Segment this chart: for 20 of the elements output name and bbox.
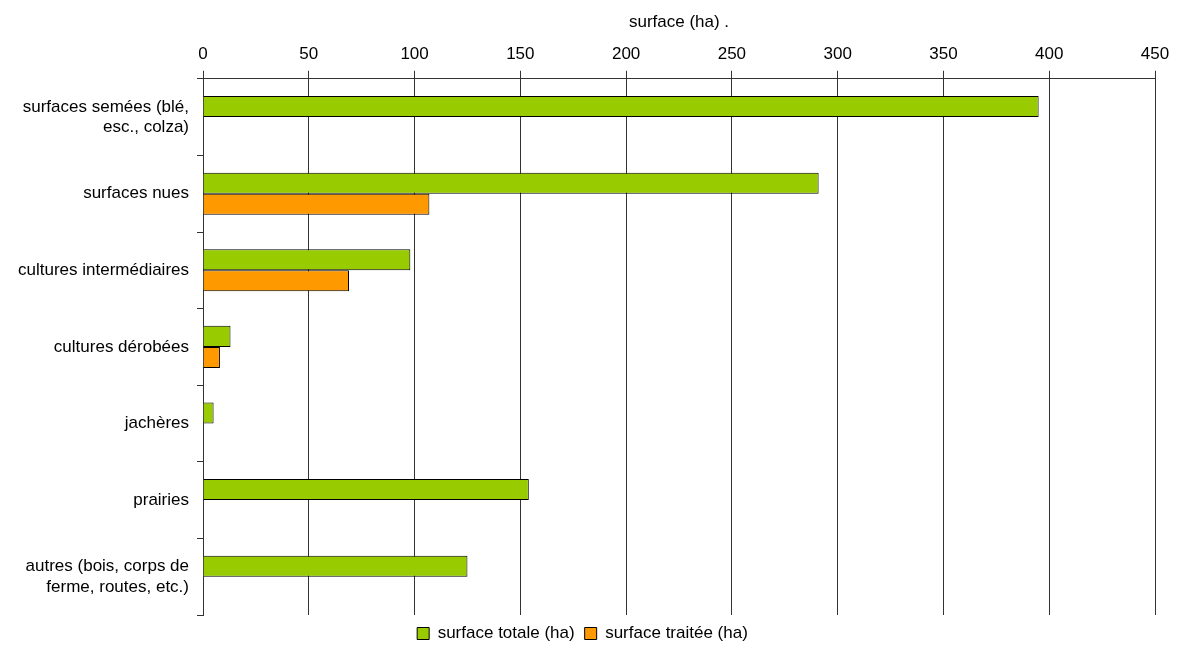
x-tick-label: 250 — [717, 44, 747, 64]
x-tick-label: 400 — [1035, 44, 1064, 64]
x-tick-label: 350 — [929, 44, 958, 64]
x-tick-label: 150 — [506, 44, 535, 64]
x-tick-label: 0 — [198, 44, 208, 64]
x-tick-label: 450 — [1140, 44, 1170, 64]
y-tick-label: surfaces semées (blé, esc., colza) — [22, 96, 190, 136]
y-tick-label: cultures intermédiaires — [18, 259, 190, 279]
y-tick-label: prairies — [133, 489, 190, 509]
y-tick-label: cultures dérobées — [53, 336, 190, 356]
legend-label: surface traitée (ha) — [605, 623, 748, 643]
y-tick-label: autres (bois, corps de ferme, routes, etc.) — [25, 556, 190, 596]
y-tick-label: jachères — [123, 413, 190, 433]
x-tick-label: 50 — [299, 44, 319, 64]
x-tick-label: 300 — [823, 44, 852, 64]
x-tick-label: 100 — [400, 44, 429, 64]
y-tick-label: surfaces nues — [83, 183, 190, 203]
legend-label: surface totale (ha) — [437, 623, 575, 643]
x-tick-label: 200 — [611, 44, 641, 64]
x-axis-title: surface (ha) . — [628, 11, 730, 31]
